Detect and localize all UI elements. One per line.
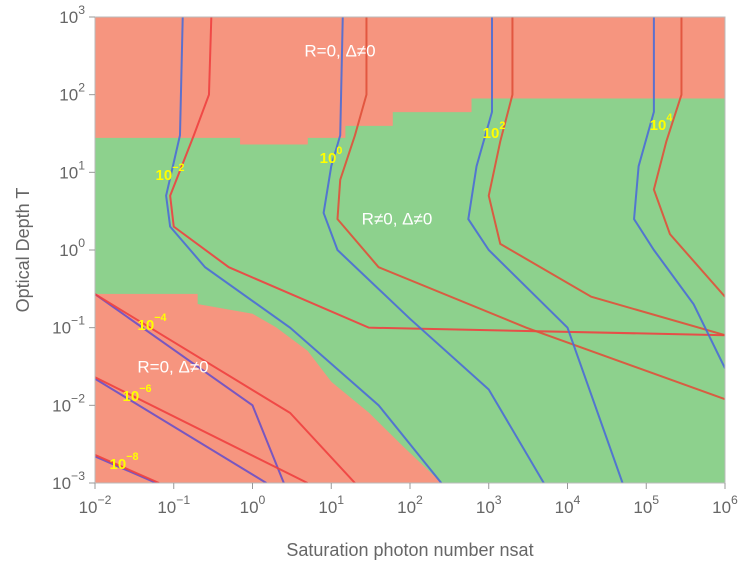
x-tick-label: 100 [240, 493, 266, 517]
y-tick-label: 10−3 [52, 469, 85, 493]
contour-line [487, 17, 725, 337]
contour-line [169, 17, 725, 337]
x-tick-label: 103 [476, 493, 502, 517]
x-tick-label: 101 [318, 493, 344, 517]
contour-line [322, 17, 545, 483]
contour-label: 102 [483, 120, 506, 142]
region-label: R=0, Δ≠0 [304, 41, 375, 60]
x-tick-label: 10−1 [157, 493, 190, 517]
y-tick-label: 10−1 [52, 314, 85, 338]
contour-line [95, 455, 157, 483]
contour-line [165, 17, 443, 483]
y-tick-label: 10−2 [52, 392, 85, 416]
contour-line [95, 293, 285, 483]
contour-label: 10−4 [138, 312, 167, 334]
x-tick-label: 106 [712, 493, 738, 517]
y-tick-label: 103 [59, 3, 85, 27]
y-tick-label: 101 [59, 159, 85, 183]
region [95, 293, 442, 483]
x-axis-title: Saturation photon number nsat [286, 540, 533, 560]
y-tick-label: 100 [59, 236, 85, 260]
contour-label: 10−2 [156, 162, 185, 184]
contour-line [95, 376, 308, 483]
contour-line [95, 293, 356, 483]
contour-line [633, 17, 725, 369]
contour-label: 104 [650, 112, 673, 134]
contour-line [336, 17, 725, 401]
contour-line [95, 377, 267, 483]
contour-line [467, 17, 624, 483]
contour-line [652, 17, 725, 298]
contour-label: 100 [320, 145, 343, 167]
x-tick-label: 102 [397, 493, 423, 517]
region-label: R=0, Δ≠0 [137, 357, 208, 376]
contour-label: 10−8 [110, 451, 139, 473]
contour-line [95, 453, 160, 483]
plot-area [95, 17, 725, 483]
x-tick-label: 10−2 [79, 493, 112, 517]
region-label: R≠0, Δ≠0 [362, 209, 433, 228]
y-axis-title: Optical Depth T [13, 188, 33, 313]
x-tick-label: 104 [555, 493, 581, 517]
x-tick-label: 105 [633, 493, 659, 517]
region [95, 17, 725, 145]
contour-label: 10−6 [123, 383, 152, 405]
y-tick-label: 102 [59, 81, 85, 105]
